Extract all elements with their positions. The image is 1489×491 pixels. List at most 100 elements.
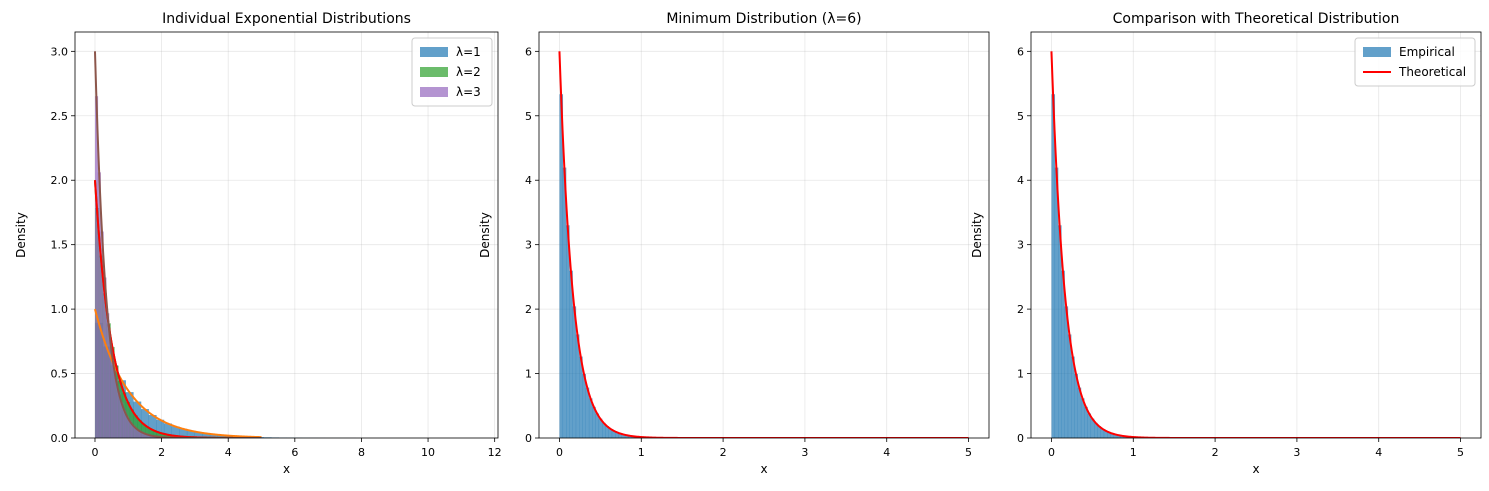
histogram-bar-1-1-17 bbox=[217, 435, 226, 438]
histogram-bar-2-1-17 bbox=[611, 430, 616, 438]
legend-label-3-1: Empirical bbox=[1399, 45, 1455, 59]
histogram-bar-3-1-9 bbox=[1077, 387, 1082, 438]
histogram-bar-1-3-8 bbox=[114, 379, 118, 438]
histogram-bar-1-3-12 bbox=[125, 416, 129, 438]
histogram-bar-3-1-10 bbox=[1080, 398, 1085, 438]
histogram-bar-1-1-13 bbox=[186, 430, 195, 438]
histogram-bar-2-1-16 bbox=[608, 428, 613, 438]
histogram-bar-1-3-9 bbox=[117, 392, 121, 438]
plot-area-2 bbox=[558, 51, 969, 438]
histogram-bar-2-1-9 bbox=[585, 387, 590, 438]
histogram-bar-1-3-17 bbox=[139, 431, 143, 438]
histogram-bar-1-1-8 bbox=[148, 414, 157, 438]
legend-swatch-1-1 bbox=[420, 47, 448, 57]
histogram-bar-2-1-5 bbox=[572, 306, 577, 438]
histogram-bar-3-1-18 bbox=[1107, 432, 1111, 438]
histogram-bar-2-1-22 bbox=[628, 435, 632, 438]
histogram-bar-3-1-2 bbox=[1054, 167, 1059, 438]
y-tick-label-1-5: 2.0 bbox=[51, 174, 69, 187]
legend-label-1-3: λ=3 bbox=[456, 85, 481, 99]
histogram-bar-2-1-14 bbox=[602, 422, 606, 438]
histogram-bar-3-1-14 bbox=[1094, 422, 1098, 438]
y-tick-label-3-7: 6 bbox=[1017, 45, 1024, 58]
histogram-bar-1-1-12 bbox=[179, 428, 188, 438]
histogram-bar-3-1-16 bbox=[1100, 428, 1105, 438]
legend-label-3-2: Theoretical bbox=[1398, 65, 1466, 79]
legend-swatch-3-1 bbox=[1363, 47, 1391, 57]
x-tick-label-1-1: 0 bbox=[91, 446, 98, 459]
density-curve-3-1 bbox=[1050, 51, 1461, 438]
histogram-bar-3-1-17 bbox=[1103, 430, 1108, 438]
density-curve-2-1 bbox=[558, 51, 969, 438]
x-tick-label-3-6: 5 bbox=[1457, 446, 1464, 459]
histogram-bar-1-2-17 bbox=[156, 432, 161, 438]
y-tick-label-1-1: 0.0 bbox=[51, 432, 69, 445]
histogram-bar-3-1-21 bbox=[1116, 435, 1121, 438]
chart-title-3: Comparison with Theoretical Distribution bbox=[1113, 11, 1400, 27]
histogram-bar-3-1-8 bbox=[1074, 373, 1078, 438]
x-axis-label-2: x bbox=[760, 462, 767, 476]
histogram-bar-1-3-1 bbox=[94, 96, 99, 438]
y-tick-label-1-6: 2.5 bbox=[51, 110, 69, 123]
histogram-bar-3-1-11 bbox=[1084, 406, 1088, 438]
histogram-bar-1-1-15 bbox=[202, 433, 211, 438]
y-tick-label-2-2: 1 bbox=[525, 368, 532, 381]
y-tick-label-2-5: 4 bbox=[525, 174, 532, 187]
histogram-bar-3-1-20 bbox=[1113, 434, 1118, 438]
histogram-bar-2-1-10 bbox=[588, 398, 593, 438]
histogram-bar-1-3-4 bbox=[103, 277, 107, 438]
y-axis-label-1: Density bbox=[14, 212, 28, 258]
histogram-bar-1-3-19 bbox=[145, 434, 149, 438]
histogram-bar-1-2-19 bbox=[164, 434, 169, 438]
x-tick-label-1-7: 12 bbox=[488, 446, 502, 459]
x-axis-label-1: x bbox=[283, 462, 290, 476]
histogram-bar-2-1-8 bbox=[582, 373, 586, 438]
legend-label-1-2: λ=2 bbox=[456, 65, 481, 79]
histogram-bar-2-1-13 bbox=[598, 418, 603, 438]
x-tick-label-2-3: 2 bbox=[720, 446, 727, 459]
y-tick-label-2-4: 3 bbox=[525, 239, 532, 252]
histogram-bar-2-1-4 bbox=[569, 270, 573, 438]
histogram-bar-1-2-16 bbox=[152, 430, 158, 438]
histogram-bar-3-1-12 bbox=[1087, 413, 1092, 438]
x-tick-label-1-3: 4 bbox=[225, 446, 232, 459]
histogram-bar-1-2-14 bbox=[145, 426, 150, 438]
histogram-bar-1-1-18 bbox=[225, 435, 234, 438]
histogram-bar-1-3-21 bbox=[150, 435, 155, 438]
histogram-bar-2-1-12 bbox=[595, 413, 600, 438]
histogram-bar-1-3-18 bbox=[142, 433, 146, 438]
histogram-bar-1-2-13 bbox=[141, 423, 146, 438]
plot-area-3 bbox=[1050, 51, 1461, 438]
histogram-bar-1-1-7 bbox=[140, 409, 149, 438]
histogram-bar-1-1-14 bbox=[194, 432, 203, 438]
legend-label-1-1: λ=1 bbox=[456, 45, 481, 59]
histogram-bar-1-2-12 bbox=[137, 420, 142, 438]
plot-frame-2 bbox=[538, 31, 990, 439]
histogram-bar-3-1-4 bbox=[1061, 270, 1065, 438]
histogram-bar-3-1-15 bbox=[1097, 426, 1101, 438]
x-tick-label-2-2: 1 bbox=[638, 446, 645, 459]
histogram-bar-3-1-19 bbox=[1110, 433, 1114, 438]
y-tick-label-3-5: 4 bbox=[1017, 174, 1024, 187]
histogram-bar-1-3-10 bbox=[120, 402, 124, 438]
y-axis-label-2: Density bbox=[478, 212, 492, 258]
y-tick-label-3-2: 1 bbox=[1017, 368, 1024, 381]
histogram-bar-2-1-15 bbox=[605, 426, 609, 438]
legend-swatch-1-3 bbox=[420, 87, 448, 97]
x-axis-label-3: x bbox=[1252, 462, 1259, 476]
chart-title-1: Individual Exponential Distributions bbox=[162, 11, 411, 27]
y-tick-label-2-1: 0 bbox=[525, 432, 532, 445]
density-curve-1-1 bbox=[94, 308, 263, 438]
histogram-bar-3-1-1 bbox=[1051, 94, 1056, 438]
histogram-bar-3-1-3 bbox=[1058, 225, 1062, 438]
histogram-bar-1-1-10 bbox=[163, 423, 172, 438]
histogram-bar-1-3-13 bbox=[128, 421, 132, 438]
y-tick-label-3-6: 5 bbox=[1017, 110, 1024, 123]
chart-panel-1: Individual Exponential Distributions x D… bbox=[14, 11, 502, 476]
y-tick-label-1-4: 1.5 bbox=[51, 239, 69, 252]
y-tick-label-2-7: 6 bbox=[525, 45, 532, 58]
histogram-bar-1-3-2 bbox=[97, 172, 101, 438]
histogram-bar-2-1-7 bbox=[579, 356, 583, 438]
